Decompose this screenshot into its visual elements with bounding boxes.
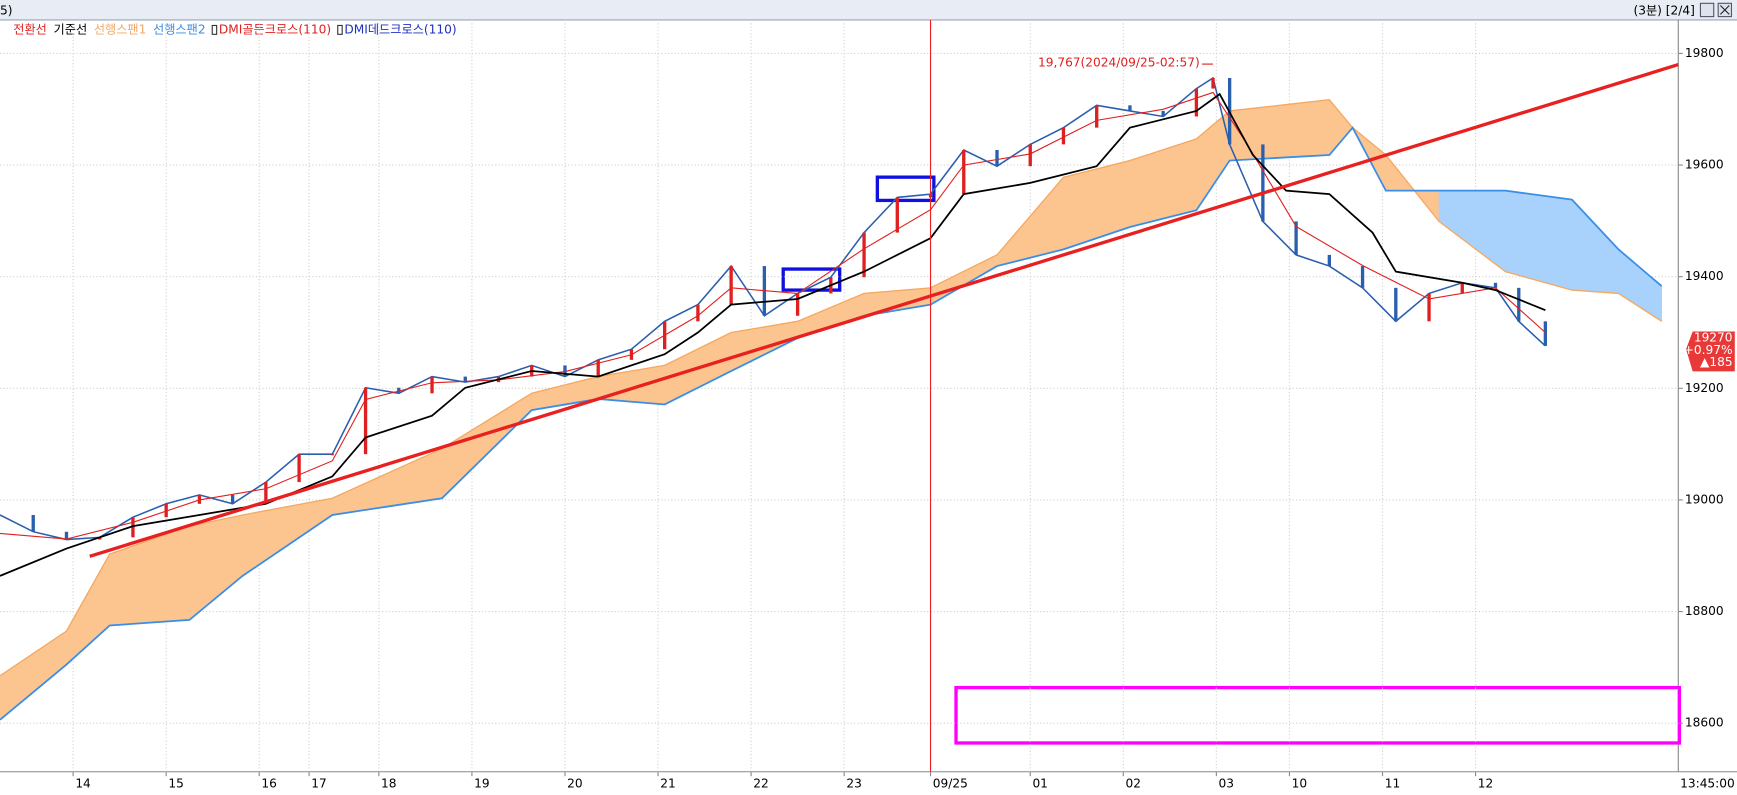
legend-entry: 기준선	[54, 22, 88, 36]
candle	[1493, 282, 1498, 288]
candle	[31, 515, 35, 532]
y-tick-label: 19200	[1685, 381, 1724, 395]
x-tick-label: 18	[381, 776, 397, 790]
candle	[1211, 77, 1215, 89]
y-tick-label: 19000	[1685, 492, 1724, 506]
candle	[131, 517, 135, 538]
candle	[1294, 221, 1298, 255]
candle	[1161, 110, 1165, 117]
legend-entry: DMI골든크로스(110)	[219, 22, 331, 36]
x-tick-label: 11	[1385, 776, 1401, 790]
candle	[297, 454, 301, 483]
candle	[1327, 254, 1331, 267]
candle	[862, 232, 866, 278]
candle	[330, 454, 334, 456]
candle	[1095, 105, 1099, 128]
candle	[995, 149, 999, 167]
price-tag	[1686, 331, 1735, 372]
highlight-box	[954, 685, 1682, 745]
candle	[363, 387, 368, 455]
legend-entry: DMI데드크로스(110)	[344, 22, 456, 36]
candle	[98, 537, 102, 540]
y-tick-label: 18800	[1685, 604, 1724, 618]
candle	[64, 531, 69, 540]
price-tag-change: +0.97%	[1684, 343, 1733, 357]
x-tick-label: 09/25	[933, 776, 968, 790]
header-left: 5)	[0, 4, 13, 18]
x-tick-label: 10	[1292, 776, 1308, 790]
x-tick-label: 02	[1126, 776, 1142, 790]
legend-swatch	[337, 24, 343, 35]
y-tick-label: 19400	[1685, 269, 1724, 283]
legend-entry: 선행스팬2	[153, 21, 206, 36]
candle	[596, 359, 600, 377]
candle	[729, 266, 733, 305]
x-tick-label: 01	[1032, 776, 1048, 790]
trendline	[89, 62, 1679, 558]
candle	[1194, 88, 1199, 117]
price-tag-diff: ▲185	[1700, 355, 1733, 369]
candle	[1360, 266, 1365, 288]
kijun-line	[0, 92, 1546, 577]
candle	[1394, 287, 1398, 322]
x-tick-label: 20	[567, 776, 583, 790]
x-tick-label: 21	[660, 776, 676, 790]
highlight-box	[781, 267, 842, 292]
candle	[397, 387, 401, 394]
y-tick-label: 19800	[1685, 46, 1724, 60]
candle	[1543, 321, 1548, 346]
candle	[0, 515, 2, 517]
candle	[1128, 105, 1132, 111]
x-tick-label: 17	[311, 776, 327, 790]
candle	[1261, 144, 1265, 222]
close-icon	[1719, 5, 1730, 15]
legend-entry: 선행스팬1	[94, 21, 147, 36]
x-tick-label: 22	[753, 776, 769, 790]
x-tick-label: 15	[168, 776, 184, 790]
candle	[795, 293, 800, 316]
restore-button[interactable]	[1699, 2, 1715, 18]
candle	[230, 494, 235, 504]
candle	[895, 197, 899, 233]
legend-swatch	[211, 24, 218, 35]
price-tag-value: 19270	[1694, 331, 1733, 345]
x-tick-label: 12	[1478, 776, 1494, 790]
x-tick-label: 23	[846, 776, 862, 790]
max-label: 19,767(2024/09/25-02:57)	[1038, 55, 1200, 69]
legend-entry: 전환선	[13, 22, 47, 36]
y-tick-label: 19600	[1685, 158, 1724, 172]
header-right: (3분) [2/4]	[1633, 4, 1694, 18]
header-bar	[0, 0, 1737, 20]
tenkan-line	[0, 91, 1546, 540]
y-tick-label: 18600	[1685, 716, 1724, 730]
candle	[1028, 144, 1032, 167]
x-tick-label: 16	[261, 776, 277, 790]
candle	[1061, 127, 1066, 145]
candle	[1460, 282, 1464, 294]
candle	[1517, 287, 1521, 322]
x-tick-label: 19	[474, 776, 490, 790]
plot: 19,767(2024/09/25-02:57)	[0, 55, 1679, 721]
candle	[463, 376, 467, 383]
candle	[1427, 293, 1431, 322]
candle	[563, 365, 567, 377]
candle	[962, 149, 966, 195]
time-label: 13:45:00	[1680, 776, 1735, 790]
x-tick-label: 03	[1219, 776, 1235, 790]
x-tick-label: 14	[75, 776, 91, 790]
candle	[430, 376, 434, 394]
candle	[264, 482, 268, 504]
grid	[0, 19, 1679, 772]
legend: 전환선 기준선 선행스팬1 선행스팬2 DMI골든크로스(110) DMI데드크로스(11…	[13, 21, 456, 36]
candle	[696, 304, 700, 322]
